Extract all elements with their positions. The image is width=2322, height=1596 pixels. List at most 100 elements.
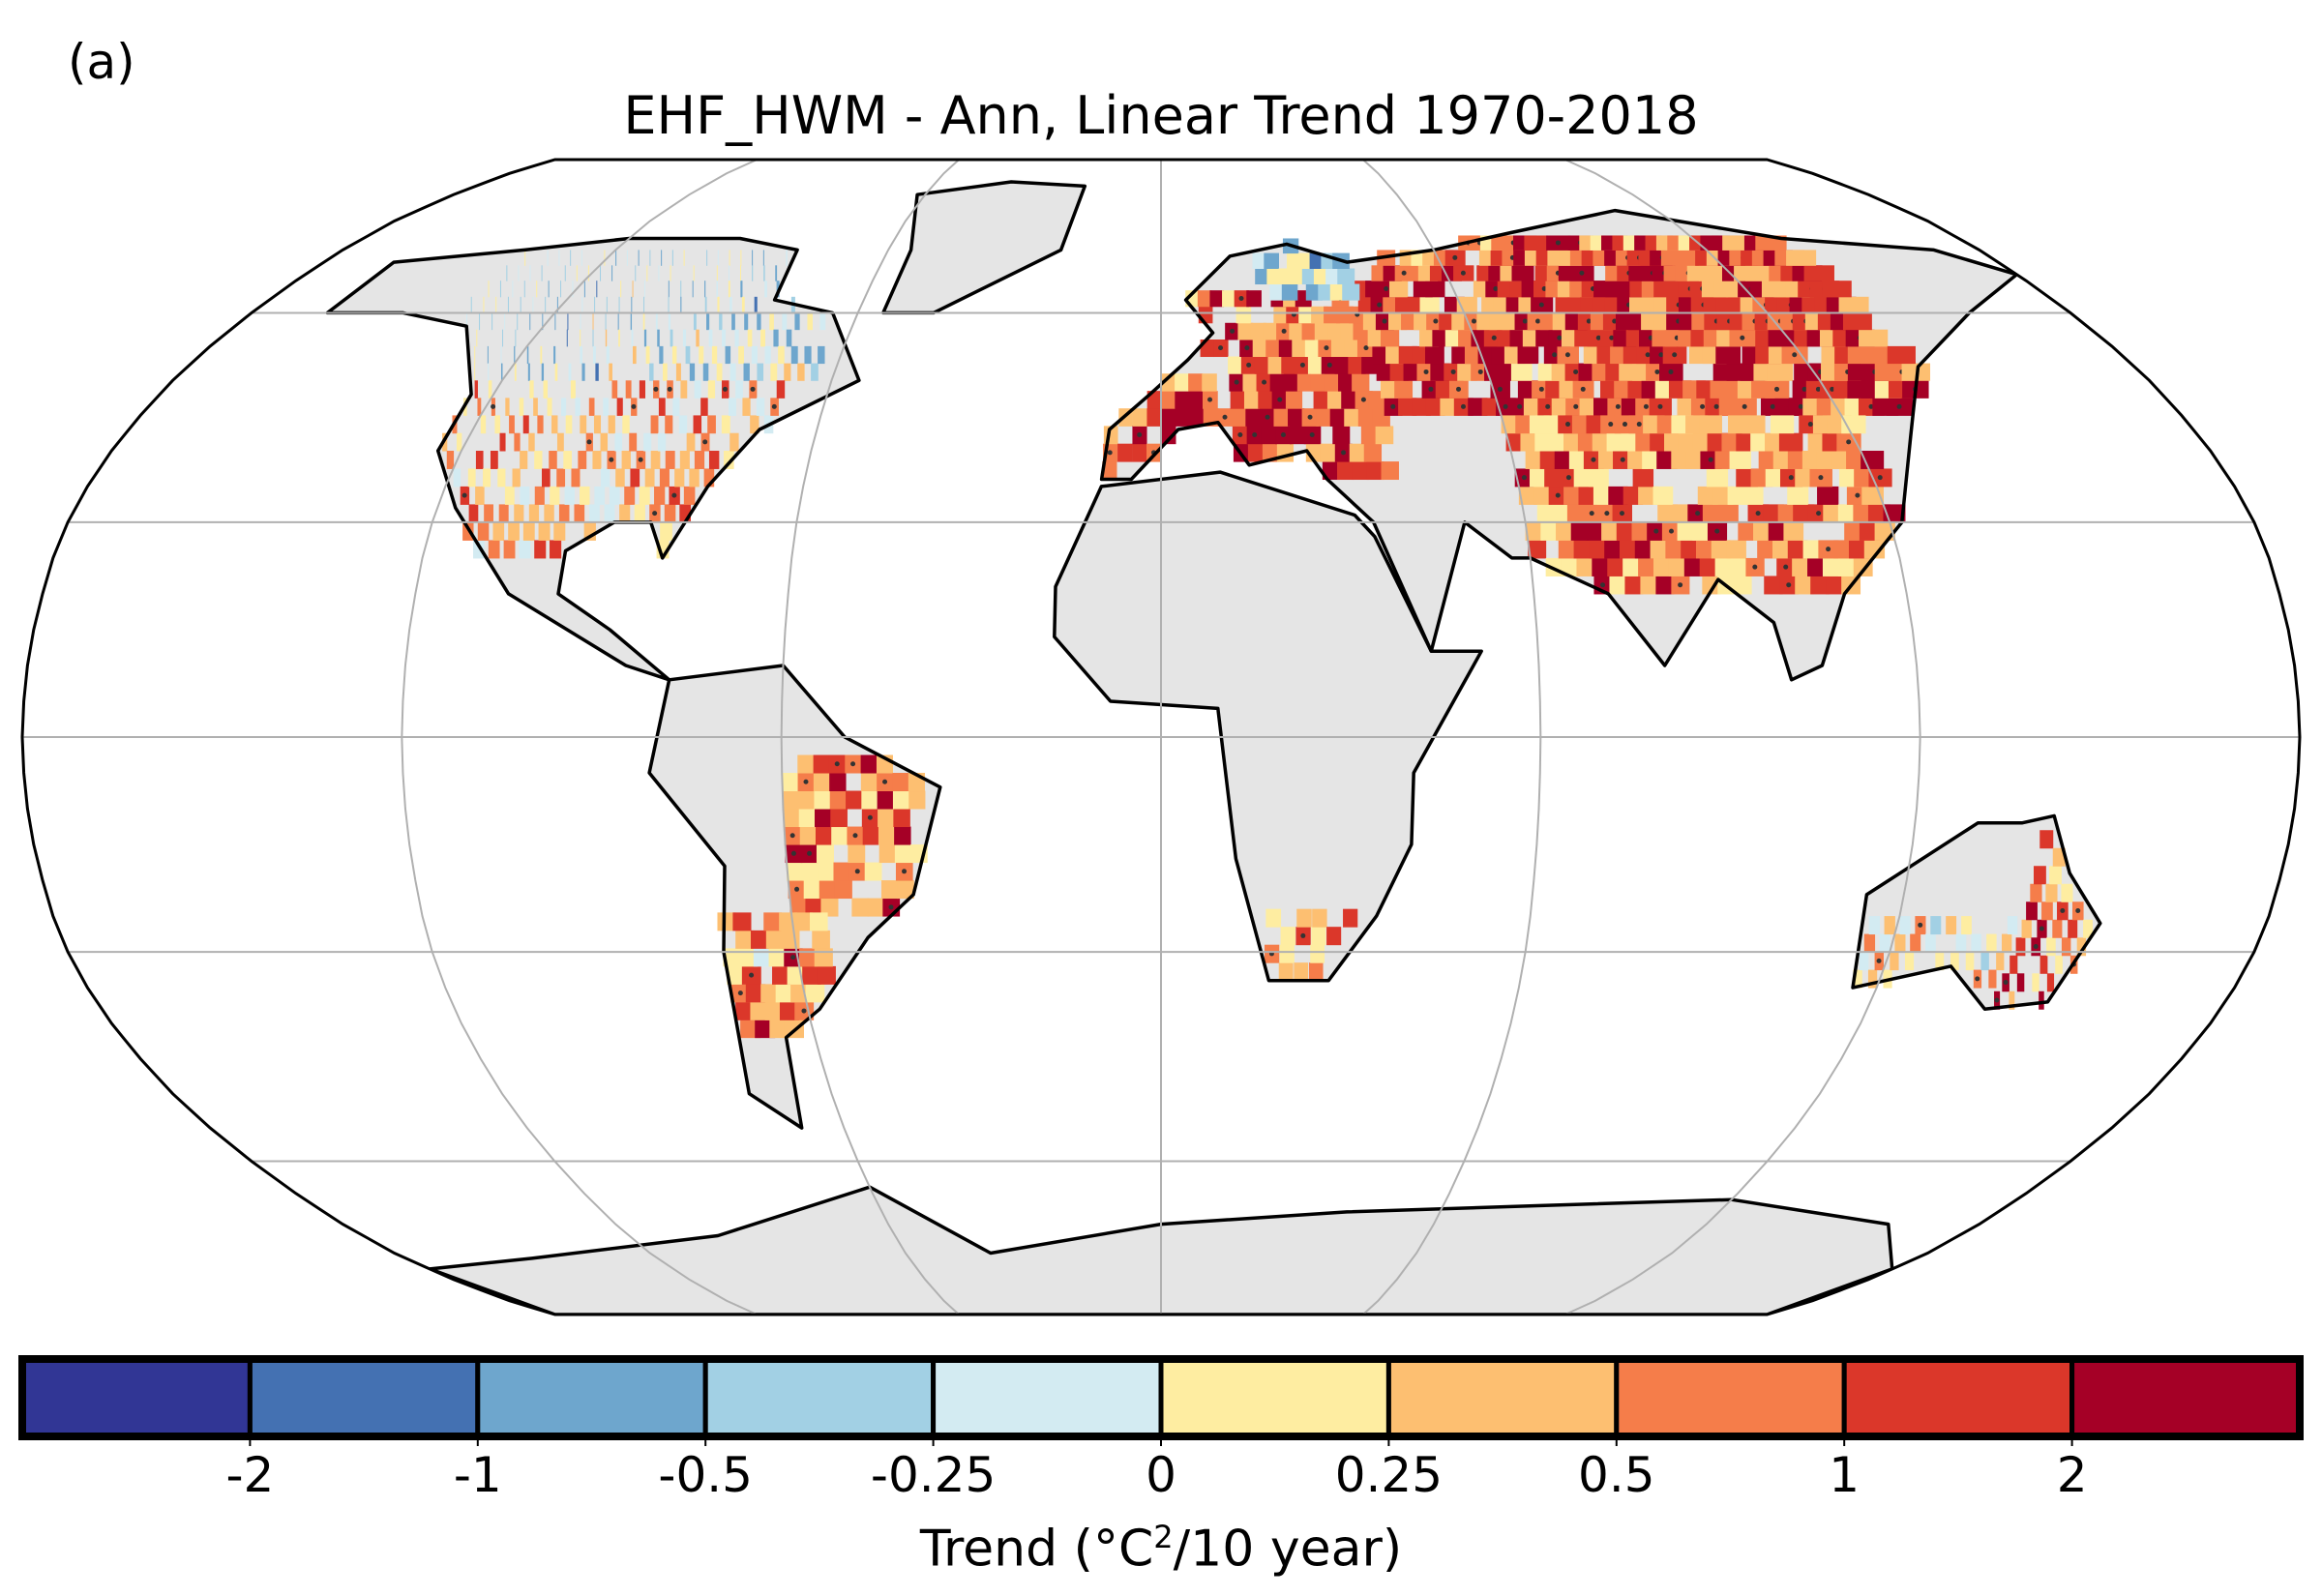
significance-dot [1456,386,1462,392]
trend-cell [621,451,631,469]
trend-cell [878,809,895,828]
trend-cell [545,296,547,313]
significance-dot [1207,397,1213,402]
trend-cell [626,250,628,266]
significance-dot [1877,475,1883,481]
trend-cell [1863,933,1876,953]
colorbar-tick-label: 0 [1146,1447,1176,1503]
trend-cell [658,265,660,281]
trend-cell [729,432,739,452]
trend-cell [564,486,575,505]
trend-cell [1742,415,1766,434]
significance-dot [1615,403,1621,409]
significance-dot [1896,403,1902,409]
significance-dot [2033,944,2039,950]
trend-cell [1265,908,1282,928]
significance-dot [1450,369,1456,374]
trend-cell [851,898,870,917]
trend-cell [606,296,608,313]
trend-cell [773,329,779,347]
trend-cell [1996,952,2005,971]
trend-cell [581,363,585,381]
significance-dot [1708,457,1713,462]
trend-cell [794,912,813,931]
trend-cell [483,296,485,313]
trend-cell [768,948,789,967]
significance-dot [750,386,756,392]
trend-cell [689,363,696,381]
significance-dot [1792,352,1798,358]
trend-cell [829,773,847,792]
significance-dot [1363,345,1369,351]
trend-cell [522,415,529,434]
trend-cell [474,380,478,399]
trend-cell [848,844,866,864]
trend-cell [741,296,745,313]
significance-dot [1573,369,1579,374]
trend-cell [499,432,506,452]
trend-cell [645,345,650,365]
trend-cell [609,486,620,505]
trend-cell [2039,955,2048,974]
trend-cell [717,912,736,931]
meridian-line [401,160,758,1315]
trend-cell [514,432,521,452]
trend-cell [812,930,830,949]
significance-dot [1360,397,1366,402]
significance-dot [638,457,643,462]
trend-cell [1711,540,1732,559]
trend-cell [1771,540,1793,559]
trend-cell [2083,919,2093,938]
trend-cell [707,415,716,434]
trend-cell [1320,443,1338,462]
trend-cell [696,329,700,347]
trend-cell [765,930,785,949]
trend-cell [1558,540,1577,559]
significance-dot [1277,397,1283,402]
trend-cell [1699,415,1722,434]
trend-cell [672,398,680,416]
trend-cell [1209,290,1225,308]
trend-cell [576,265,578,281]
trend-cell [802,862,820,881]
trend-cell [580,415,587,434]
trend-cell [754,296,758,313]
trend-cell [554,312,556,331]
trend-cell [617,312,619,331]
trend-cell [735,930,755,949]
trend-cell [658,398,666,416]
trend-cell [782,773,799,792]
trend-cell [1311,927,1326,946]
trend-cell [1525,521,1544,541]
trend-cell [729,398,736,416]
colorbar-segment [19,1356,253,1439]
trend-cell [742,398,751,416]
trend-cell [1510,363,1533,381]
colorbar-tick-label: -0.5 [658,1447,753,1503]
trend-cell [1764,576,1783,595]
significance-dot [1855,492,1861,498]
trend-cell [814,790,831,810]
trend-cell [1343,908,1358,928]
trend-cell [702,363,709,381]
trend-cell [1753,521,1773,541]
trend-cell [630,312,633,331]
significance-dot [737,990,743,996]
trend-cell [1634,540,1654,559]
significance-dot [1280,432,1286,438]
trend-cell [790,345,798,365]
trend-cell [738,345,745,365]
trend-cell [1381,461,1399,481]
significance-dot [1653,528,1659,534]
trend-cell [815,809,832,828]
trend-cell [1278,340,1295,358]
trend-cell [659,468,670,488]
trend-cell [600,432,609,452]
trend-cell [1589,540,1608,559]
trend-cell [818,345,825,365]
trend-cell [1884,916,1895,935]
significance-dot [1491,335,1497,340]
trend-cell [861,790,878,810]
trend-cell [527,363,530,381]
coastline-greenland [881,180,1087,315]
